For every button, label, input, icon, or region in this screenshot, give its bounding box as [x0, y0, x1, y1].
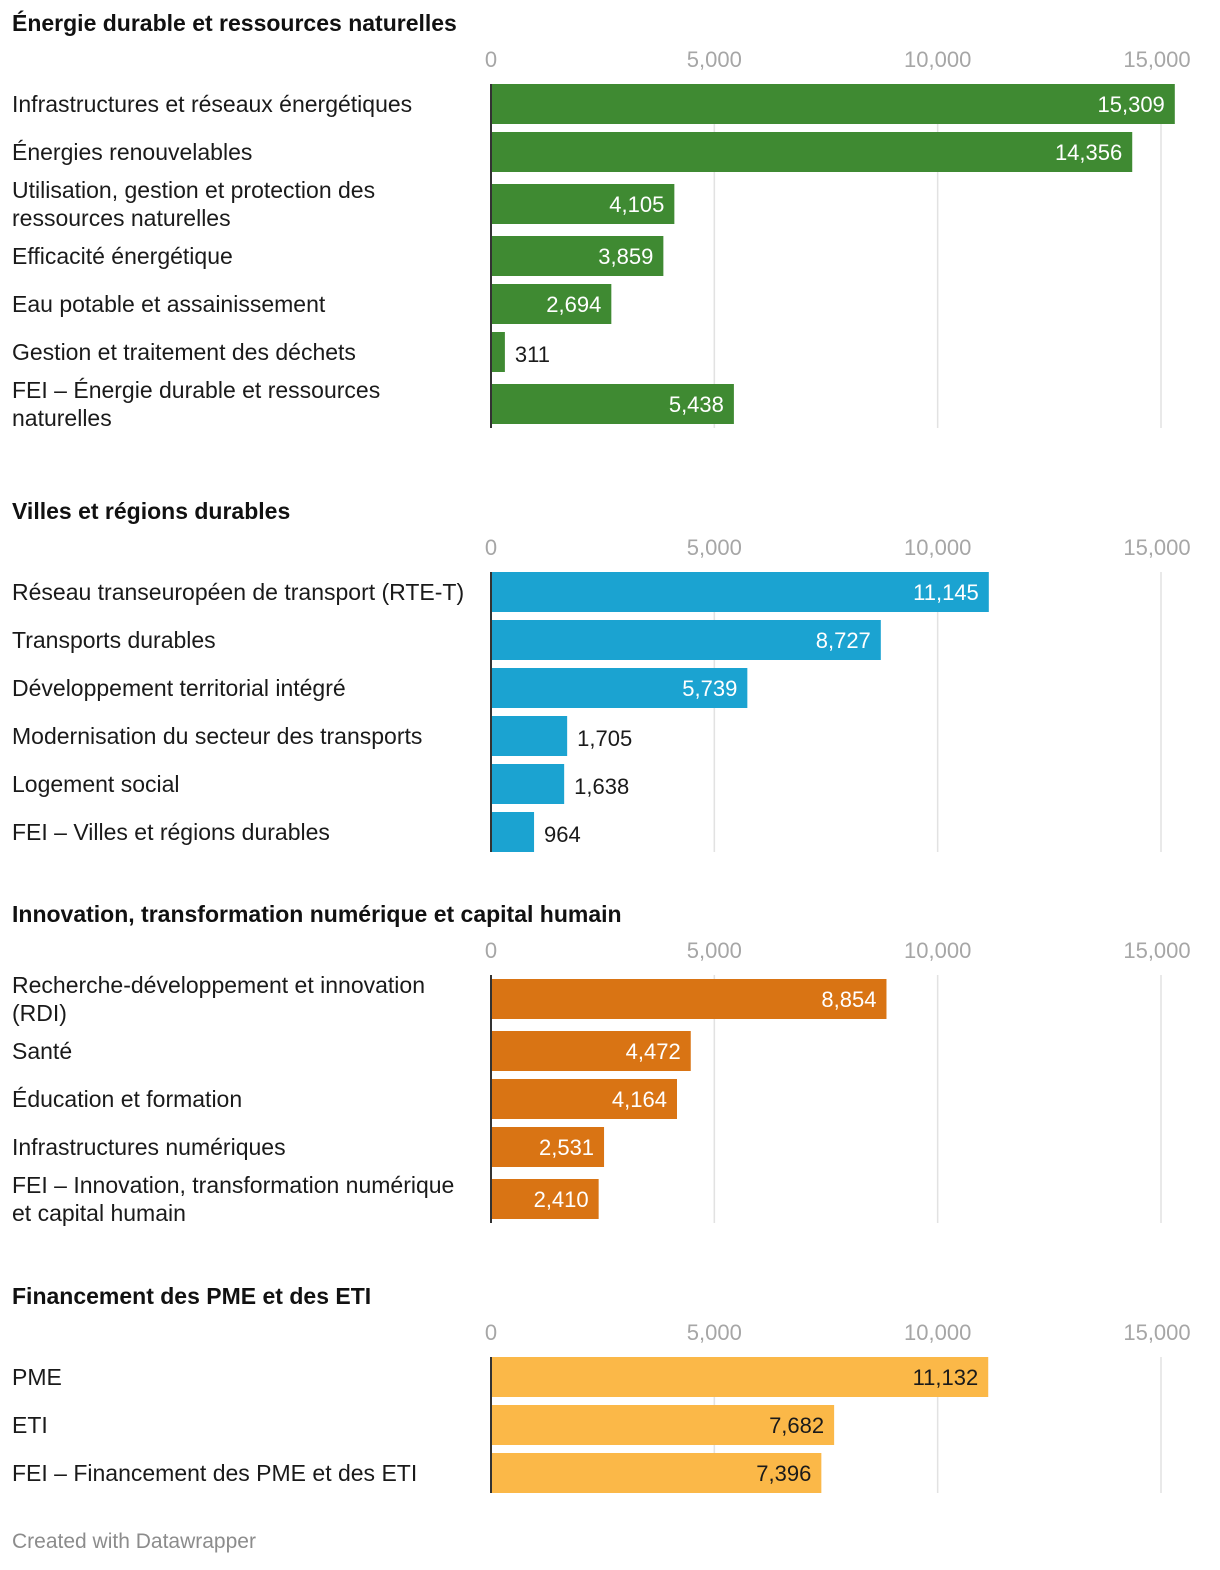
x-tick-label: 15,000 [1123, 47, 1190, 72]
value-label: 964 [544, 822, 581, 847]
category-label: FEI – Financement des PME et des ETI [12, 1460, 417, 1486]
bar [491, 332, 505, 372]
category-label: naturelles [12, 405, 112, 431]
category-label: FEI – Innovation, transformation numériq… [12, 1172, 454, 1198]
section-title: Innovation, transformation numérique et … [12, 901, 622, 927]
category-label: FEI – Villes et régions durables [12, 819, 330, 845]
category-label: et capital humain [12, 1200, 186, 1226]
category-label: ressources naturelles [12, 205, 231, 231]
value-label: 1,705 [577, 726, 632, 751]
value-label: 8,727 [816, 628, 871, 653]
value-label: 11,132 [913, 1365, 979, 1390]
x-tick-label: 10,000 [904, 535, 971, 560]
category-label: Utilisation, gestion et protection des [12, 177, 375, 203]
value-label: 3,859 [598, 244, 653, 269]
x-tick-label: 5,000 [687, 47, 742, 72]
value-label: 7,396 [756, 1461, 811, 1486]
bar [491, 620, 881, 660]
x-tick-label: 0 [485, 47, 497, 72]
x-tick-label: 15,000 [1123, 535, 1190, 560]
bar [491, 668, 748, 708]
bar [491, 1453, 822, 1493]
category-label: Développement territorial intégré [12, 675, 346, 701]
bar [491, 979, 887, 1019]
x-tick-label: 10,000 [904, 938, 971, 963]
datawrapper-credit: Created with Datawrapper [12, 1530, 256, 1553]
bar [491, 1127, 605, 1167]
category-label: (RDI) [12, 1000, 67, 1026]
category-label: Efficacité énergétique [12, 243, 233, 269]
category-label: Santé [12, 1038, 72, 1064]
x-tick-label: 5,000 [687, 938, 742, 963]
category-label: Éducation et formation [12, 1086, 242, 1112]
x-tick-label: 10,000 [904, 47, 971, 72]
bar [491, 764, 565, 804]
category-label: Transports durables [12, 627, 216, 653]
x-tick-label: 0 [485, 938, 497, 963]
section-title: Énergie durable et ressources naturelles [12, 9, 457, 36]
category-label: Réseau transeuropéen de transport (RTE-T… [12, 579, 464, 605]
value-label: 4,164 [612, 1087, 667, 1112]
value-label: 2,410 [534, 1187, 589, 1212]
category-label: Eau potable et assainissement [12, 291, 326, 317]
x-tick-label: 0 [485, 1320, 497, 1345]
category-label: FEI – Énergie durable et ressources [12, 377, 380, 403]
category-label: Logement social [12, 771, 180, 797]
category-label: Recherche-développement et innovation [12, 972, 425, 998]
bar [491, 284, 612, 324]
value-label: 2,531 [539, 1135, 594, 1160]
bar [491, 812, 535, 852]
x-tick-label: 15,000 [1123, 1320, 1190, 1345]
value-label: 311 [515, 342, 550, 367]
value-label: 15,309 [1098, 92, 1165, 117]
x-tick-label: 15,000 [1123, 938, 1190, 963]
value-label: 2,694 [546, 292, 601, 317]
value-label: 8,854 [821, 987, 876, 1012]
category-label: Énergies renouvelables [12, 139, 252, 165]
bar [491, 716, 568, 756]
bar [491, 572, 989, 612]
section-title: Villes et régions durables [12, 498, 290, 524]
value-label: 1,638 [574, 774, 629, 799]
bar [491, 1079, 677, 1119]
bar [491, 132, 1133, 172]
value-label: 7,682 [769, 1413, 824, 1438]
bar [491, 184, 675, 224]
value-label: 5,739 [682, 676, 737, 701]
bar [491, 84, 1175, 124]
category-label: Gestion et traitement des déchets [12, 339, 356, 365]
bar [491, 1031, 691, 1071]
x-tick-label: 0 [485, 535, 497, 560]
value-label: 4,105 [609, 192, 664, 217]
category-label: ETI [12, 1412, 48, 1438]
bar [491, 1179, 599, 1219]
bar [491, 236, 664, 276]
bar [491, 384, 734, 424]
x-tick-label: 5,000 [687, 1320, 742, 1345]
bar [491, 1357, 989, 1397]
x-tick-label: 10,000 [904, 1320, 971, 1345]
category-label: Infrastructures et réseaux énergétiques [12, 91, 412, 117]
x-tick-label: 5,000 [687, 535, 742, 560]
value-label: 14,356 [1055, 140, 1122, 165]
bar-chart-panels: Énergie durable et ressources naturelles… [12, 9, 1191, 1493]
value-label: 11,145 [913, 580, 979, 605]
value-label: 4,472 [626, 1039, 681, 1064]
value-label: 5,438 [669, 392, 724, 417]
category-label: Infrastructures numériques [12, 1134, 286, 1160]
category-label: Modernisation du secteur des transports [12, 723, 422, 749]
section-title: Financement des PME et des ETI [12, 1283, 371, 1309]
bar [491, 1405, 835, 1445]
category-label: PME [12, 1364, 62, 1390]
